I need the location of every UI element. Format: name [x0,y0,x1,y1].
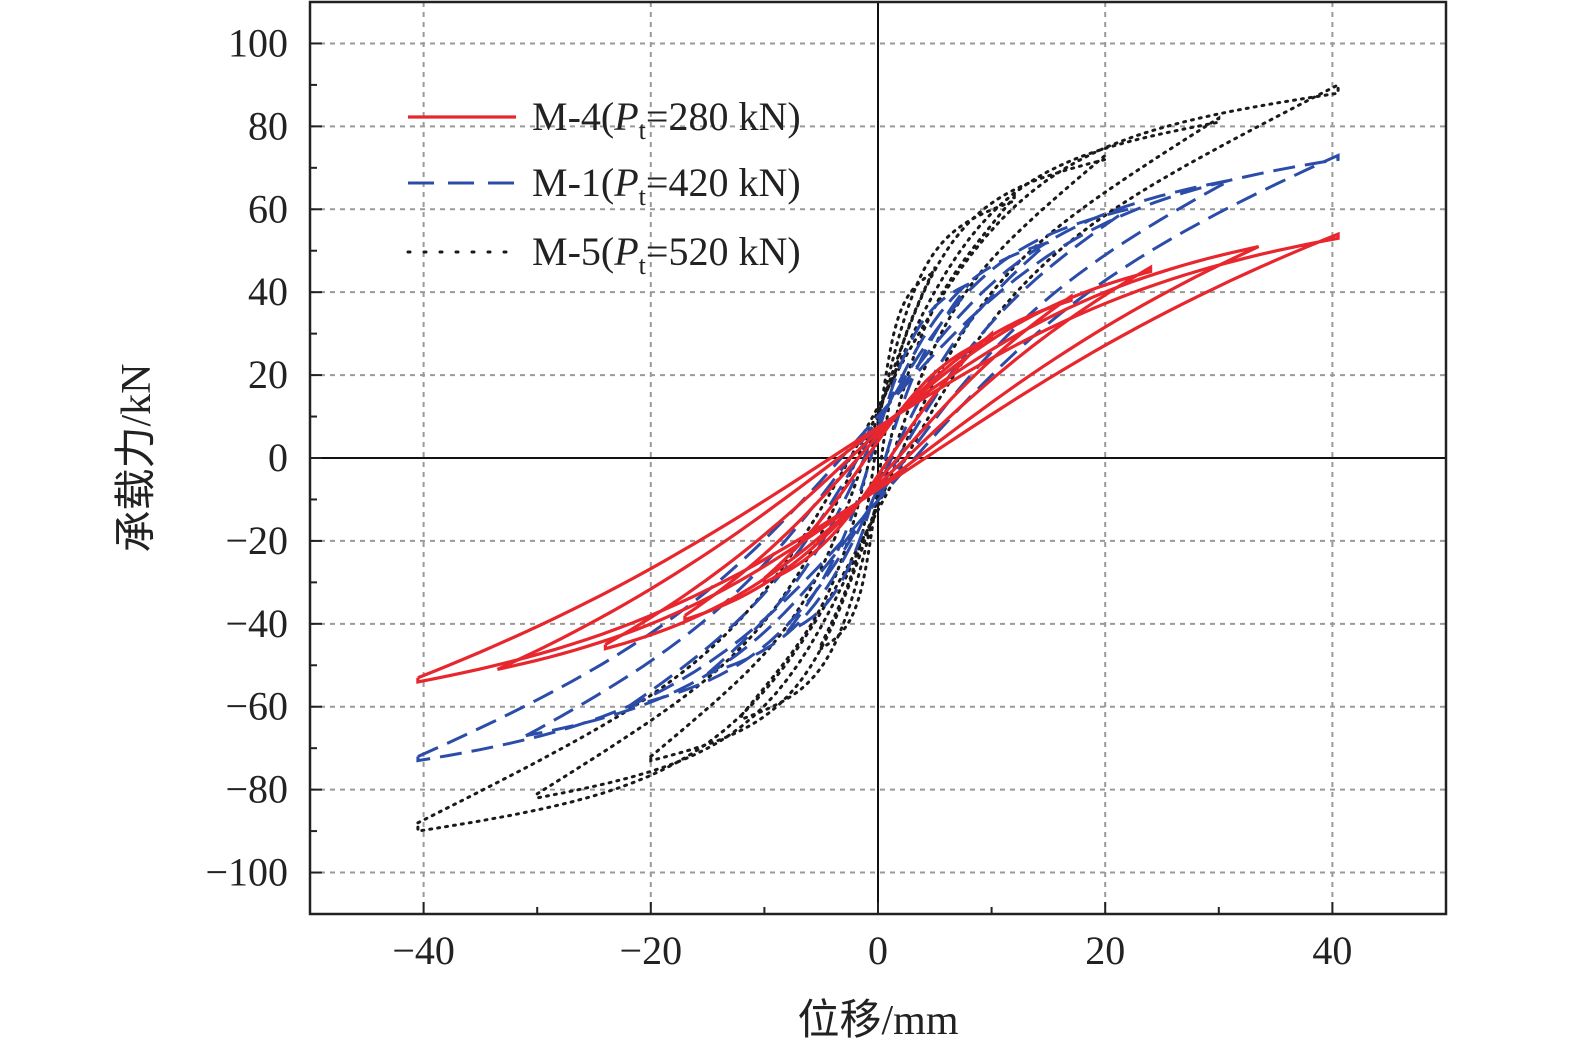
series-0 [416,231,1340,684]
legend-label-2: M-5(Pt=520 kN) [532,229,801,280]
y-tick-label-3: 40 [248,269,288,314]
series-0-loop-4 [416,231,1340,684]
y-tick-label-9: −80 [225,767,288,812]
y-tick-label-1: 80 [248,103,288,148]
series-0-loop-2 [603,264,1153,651]
x-tick-label-2: 0 [868,928,888,973]
legend-label-1: M-1(Pt=420 kN) [532,160,801,211]
y-axis-title: 承载力/kN [114,363,160,552]
x-tick-label-0: −40 [392,928,455,973]
x-tick-label-1: −20 [620,928,683,973]
y-tick-label-6: −20 [225,518,288,563]
axis-ticks [309,1,1447,915]
series-1-loop-0 [785,282,971,634]
tick-labels: −40 −20 0 20 40 100 80 60 40 20 0 −20 −40 −60 −80 −100 [205,20,1352,973]
x-axis-title: 位移/mm [797,997,958,1044]
series-0-loop-3 [496,245,1260,671]
series-1-loop-4 [416,153,1340,763]
y-tick-label-5: 0 [268,435,288,480]
zero-axes [310,2,1446,914]
y-tick-label-4: 20 [248,352,288,397]
y-tick-label-0: 100 [228,20,288,65]
legend: M-4(Pt=280 kN) M-1(Pt=420 kN) M-5(Pt=520 k… [406,94,801,280]
series-2-loop-2 [649,152,1107,763]
series-2-loop-1 [740,192,1016,722]
series-1-loop-1 [706,240,1050,676]
x-tick-label-3: 20 [1085,928,1125,973]
series-2-loop-3 [535,115,1221,800]
legend-label-0: M-4(Pt=280 kN) [532,94,801,145]
x-tick-label-4: 40 [1312,928,1352,973]
series-group [416,82,1340,833]
y-tick-label-8: −60 [225,684,288,729]
y-tick-label-10: −100 [205,850,288,895]
y-tick-label-7: −40 [225,601,288,646]
series-2-loop-4 [416,82,1340,833]
y-tick-label-2: 60 [248,186,288,231]
series-2 [416,82,1340,833]
